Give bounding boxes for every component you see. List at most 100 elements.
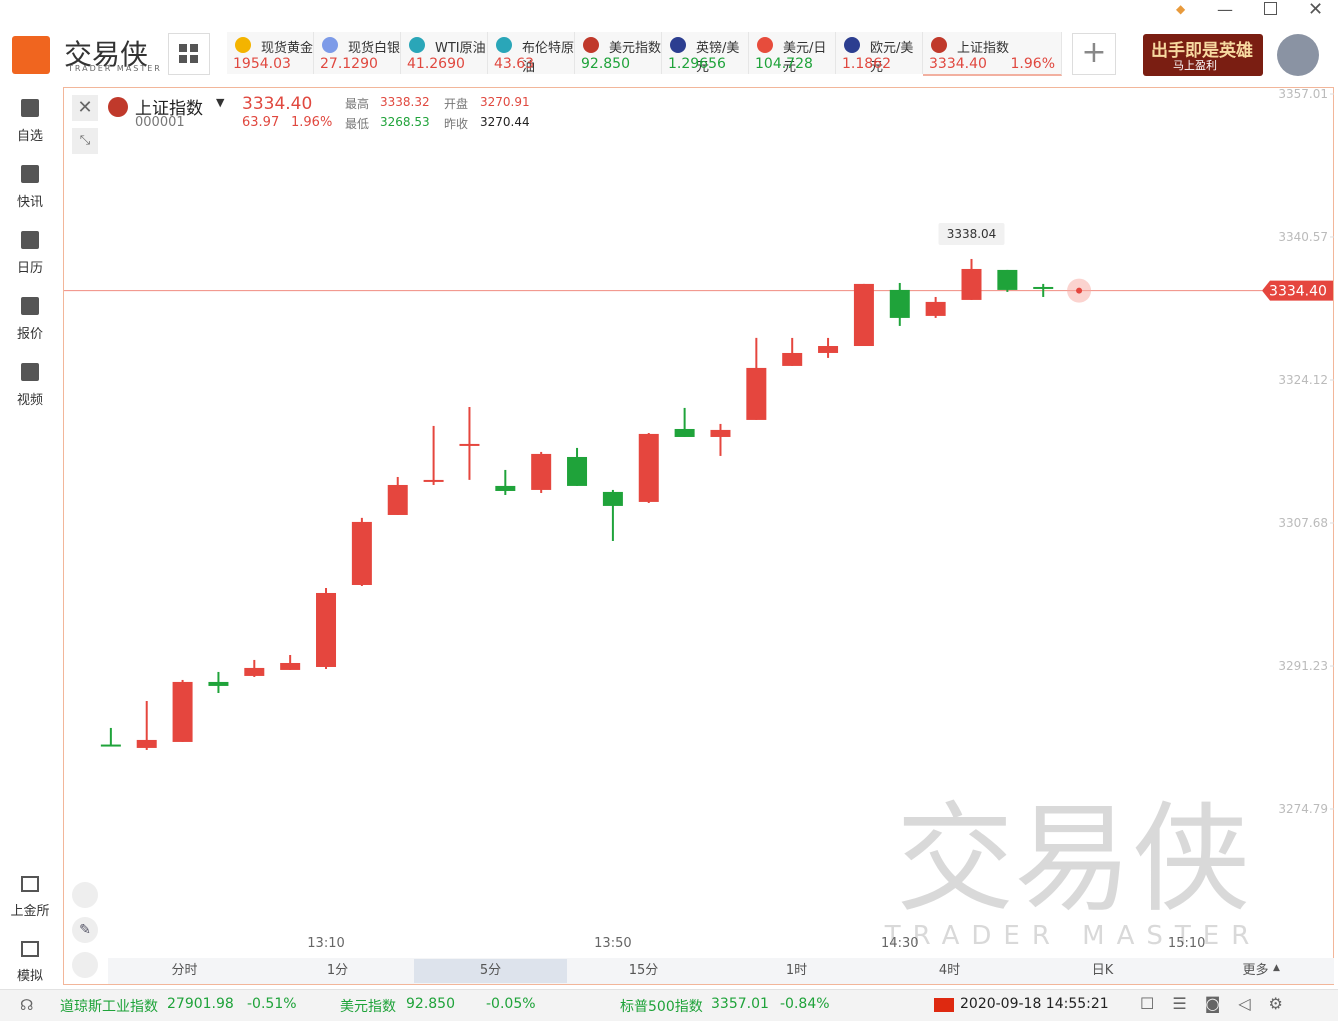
candle-body	[961, 268, 982, 300]
candle-body	[172, 681, 193, 742]
datetime: 2020-09-18 14:55:21	[960, 996, 1109, 1012]
side-label[interactable]: 视频	[16, 393, 43, 408]
ticker-name: 欧元/美元	[870, 41, 914, 74]
side-icon	[21, 297, 39, 315]
ticker-name: 上证指数	[957, 41, 1010, 56]
label: 最低	[345, 117, 370, 131]
status-bar	[0, 989, 1338, 1021]
period-tab[interactable]: 15分	[628, 963, 659, 978]
watermark: 交易侠	[896, 790, 1250, 928]
value: 3270.91	[480, 95, 530, 109]
period-tab[interactable]: 5分	[414, 959, 567, 983]
x-tick-label: 13:50	[594, 936, 631, 951]
ticker[interactable]: WTI原油 41.2690	[401, 32, 488, 74]
layout-button[interactable]	[168, 33, 210, 75]
ticker-price: 1954.03	[233, 56, 291, 72]
period-tab[interactable]: 日K	[1091, 963, 1114, 978]
candle-body	[1033, 286, 1054, 289]
add-button[interactable]: +	[1072, 33, 1116, 75]
candle-body	[638, 433, 659, 502]
candle-body	[746, 367, 767, 420]
last-price-tag	[1262, 280, 1333, 301]
annotation-box	[938, 222, 1005, 245]
y-tick-label: 3307.68	[1278, 516, 1328, 530]
side-label[interactable]: 模拟	[16, 969, 43, 984]
period-tab[interactable]: 1分	[326, 963, 349, 978]
ticker[interactable]: 现货黄金 1954.03	[227, 32, 314, 74]
draw-button[interactable]: ✎	[72, 917, 98, 943]
close[interactable]: ✕	[1308, 0, 1324, 20]
ticker-name: WTI原油	[435, 41, 486, 56]
y-tick-label: 3357.01	[1278, 87, 1328, 101]
banner[interactable]: 出手即是英雄 马上盈利	[1143, 34, 1263, 76]
minimize[interactable]: —	[1217, 0, 1233, 19]
side-label[interactable]: 自选	[16, 129, 43, 144]
period-tab[interactable]: 分时	[171, 963, 198, 978]
close-chart[interactable]: ✕	[72, 95, 98, 121]
maximize[interactable]	[1264, 2, 1277, 15]
index-price: 3357.01	[711, 996, 769, 1012]
status-icons[interactable]: ☐☰◙◁⚙	[1140, 994, 1301, 1013]
ticker-name: 美元指数	[609, 41, 662, 56]
ticker-icon	[670, 37, 686, 53]
value: 3270.44	[480, 115, 530, 129]
side-icon	[21, 941, 39, 957]
ticker-name: 布伦特原油	[522, 41, 575, 74]
logo-sub: TRADER MASTER	[68, 64, 162, 73]
ticker[interactable]: 上证指数 3334.40 1.96%	[923, 32, 1062, 76]
quote-dropdown[interactable]: ▼	[216, 96, 225, 109]
ticker[interactable]: 欧元/美元 1.1862	[836, 32, 923, 74]
grid-icon	[179, 44, 198, 63]
avatar[interactable]	[1277, 34, 1319, 76]
ticker-change: 1.96%	[1010, 56, 1055, 72]
indicator-button[interactable]	[72, 952, 98, 978]
index-change: -0.05%	[486, 996, 536, 1012]
quote-name[interactable]: 上证指数	[135, 99, 203, 119]
label: 昨收	[444, 117, 469, 131]
ticker[interactable]: 布伦特原油 43.63	[488, 32, 575, 74]
side-label[interactable]: 报价	[16, 327, 43, 342]
ticker[interactable]: 现货白银 27.1290	[314, 32, 401, 74]
ticker-price: 41.2690	[407, 56, 465, 72]
ticker-icon	[583, 37, 599, 53]
ticker-name: 美元/日元	[783, 41, 827, 74]
side-label[interactable]: 快讯	[16, 195, 43, 210]
side-label[interactable]: 上金所	[10, 904, 50, 919]
candle-body	[244, 667, 265, 676]
value: 3338.32	[380, 95, 430, 109]
quote-price: 3334.40	[242, 94, 313, 114]
flag	[934, 998, 954, 1012]
y-tick-label: 3274.79	[1278, 802, 1328, 816]
ticker[interactable]: 英镑/美元 1.29656	[662, 32, 749, 74]
ticker-icon	[409, 37, 425, 53]
ticker-icon	[757, 37, 773, 53]
ticker-icon	[931, 37, 947, 53]
ticker[interactable]: 美元指数 92.850	[575, 32, 662, 74]
candle-body	[351, 521, 372, 585]
support-icon[interactable]: ☊	[20, 996, 34, 1014]
last-price-label: 3334.40	[1269, 284, 1327, 300]
ticker[interactable]: 美元/日元 104.728	[749, 32, 836, 74]
candle-body	[423, 479, 444, 482]
period-tab[interactable]: 1时	[785, 963, 808, 978]
last-price-dot	[1076, 287, 1083, 294]
x-tick-label: 14:30	[881, 936, 918, 951]
quote-icon	[108, 97, 128, 117]
skin-button[interactable]: ◆	[1176, 2, 1186, 16]
y-tick-label: 3324.12	[1278, 373, 1328, 387]
ticker-price: 1.29656	[668, 56, 726, 72]
period-tab[interactable]: 更多	[1242, 963, 1269, 978]
label: 开盘	[444, 97, 469, 111]
index-name: 标普500指数	[620, 999, 703, 1015]
side-icon	[21, 165, 39, 183]
banner-sub: 马上盈利	[1173, 59, 1217, 72]
ticker-price: 43.63	[494, 56, 535, 72]
candle-body	[674, 428, 695, 437]
candle-body	[208, 681, 229, 686]
tool-button[interactable]	[72, 882, 98, 908]
period-tab[interactable]: 4时	[938, 963, 961, 978]
collapse-chart[interactable]: ⤡	[72, 128, 98, 154]
side-label[interactable]: 日历	[16, 261, 43, 276]
logo-icon	[12, 36, 50, 74]
